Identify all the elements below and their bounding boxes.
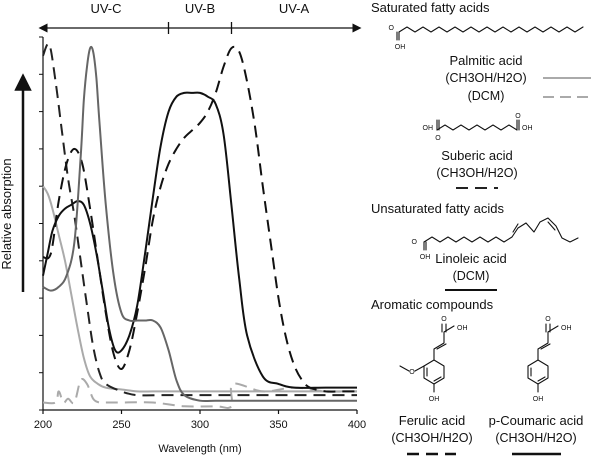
o-label: O	[545, 316, 551, 323]
series-line-pcoumaric-ch3oh	[42, 45, 357, 403]
uv-b-label: UV-B	[185, 1, 215, 16]
legend-pcoumaric-solvent: (CH3OH/H2O)	[495, 431, 576, 445]
suberic-acid-structure: OH O OH O	[423, 113, 533, 142]
legend-heading-aromatic: Aromatic compounds	[371, 297, 494, 312]
oh-label: OH	[522, 125, 533, 132]
series-line-ferulic-ch3oh	[42, 91, 357, 389]
x-tick-label: 300	[191, 419, 209, 431]
legend-palmitic-name: Palmitic acid	[450, 53, 523, 68]
x-ticks: 200 250 300 350 400	[34, 410, 366, 431]
x-tick-label: 400	[348, 419, 366, 431]
o-label: O	[409, 369, 415, 376]
o-label: O	[441, 316, 447, 323]
legend-suberic-name: Suberic acid	[441, 148, 513, 163]
uv-a-label: UV-A	[279, 1, 310, 16]
linoleic-acid-structure: O OH	[412, 217, 579, 261]
legend-ferulic-name: Ferulic acid	[399, 413, 465, 428]
legend-linoleic-name: Linoleic acid	[435, 251, 507, 266]
y-ticks	[39, 36, 43, 411]
series-line-palmitic-ch3oh	[42, 185, 357, 393]
legend-pcoumaric-name: p-Coumaric acid	[489, 413, 584, 428]
series-line-linoleic-dcm	[42, 45, 357, 393]
oh-label: OH	[395, 44, 406, 51]
legend-ferulic-solvent: (CH3OH/H2O)	[391, 431, 472, 445]
uv-band-ruler: UV-C UV-B UV-A	[38, 1, 362, 34]
series-layer	[42, 42, 358, 409]
x-axis-title: Wavelength (nm)	[158, 443, 241, 455]
legend: Saturated fatty acids OH O Palmitic acid…	[371, 0, 591, 456]
series-line-suberic-ch3oh	[42, 42, 357, 397]
axes: 200 250 300 350 400 Wavelength (nm) Relative…	[0, 36, 366, 455]
oh-label: OH	[533, 396, 544, 403]
x-tick-label: 250	[112, 419, 130, 431]
legend-palmitic-dcm-solvent: (DCM)	[468, 89, 505, 103]
oh-label: OH	[423, 125, 434, 132]
x-tick-label: 200	[34, 419, 52, 431]
uv-c-label: UV-C	[90, 1, 121, 16]
ferulic-acid-structure: O OH O OH	[399, 316, 468, 403]
legend-palmitic-ch3oh-solvent: (CH3OH/H2O)	[445, 71, 526, 85]
legend-heading-saturated: Saturated fatty acids	[371, 0, 490, 15]
y-axis-title: Relative absorption	[0, 158, 14, 269]
oh-label: OH	[420, 254, 431, 261]
o-label: O	[412, 239, 418, 246]
palmitic-acid-structure: OH O	[389, 25, 584, 51]
p-coumaric-acid-structure: OH O OH	[527, 316, 572, 403]
legend-linoleic-solvent: (DCM)	[453, 269, 490, 283]
oh-label: OH	[457, 325, 468, 332]
o-label: O	[515, 113, 521, 120]
legend-suberic-solvent: (CH3OH/H2O)	[436, 166, 517, 180]
series-line-palmitic-dcm	[42, 378, 358, 409]
o-label: O	[435, 135, 441, 142]
oh-label: OH	[561, 325, 572, 332]
oh-label: OH	[429, 396, 440, 403]
o-label: O	[389, 25, 395, 32]
x-tick-label: 350	[269, 419, 287, 431]
legend-heading-unsaturated: Unsaturated fatty acids	[371, 201, 504, 216]
